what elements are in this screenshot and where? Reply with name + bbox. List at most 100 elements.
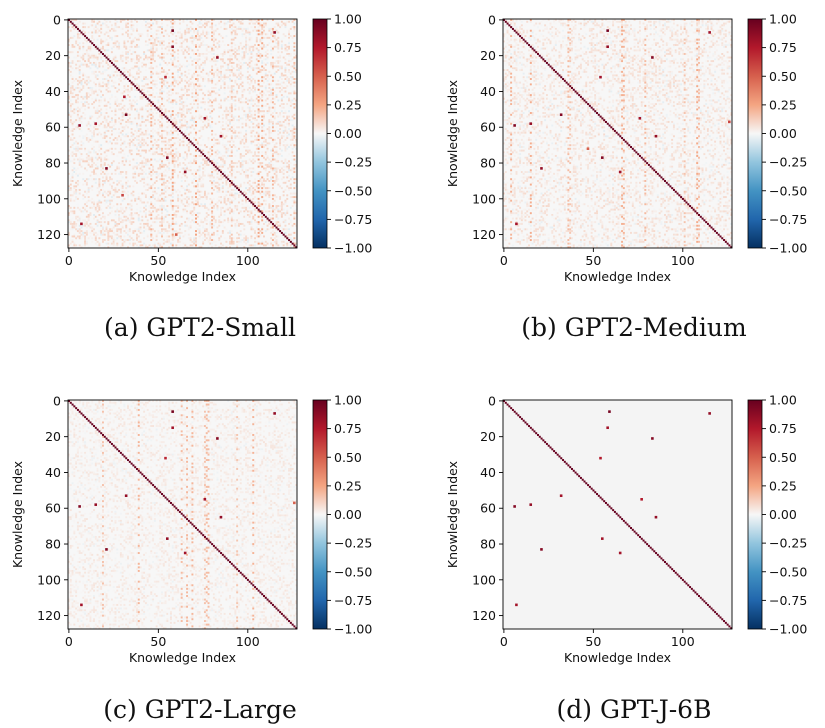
heatmap-cell — [118, 222, 121, 225]
heatmap-cell — [275, 149, 278, 152]
heatmap-cell — [211, 52, 214, 55]
heatmap-cell — [161, 115, 163, 118]
heatmap-cell — [207, 108, 210, 111]
heatmap-cell — [220, 199, 223, 202]
heatmap-cell — [270, 94, 273, 97]
heatmap-cell — [166, 27, 169, 30]
heatmap-cell — [94, 56, 97, 59]
heatmap-cell — [284, 61, 287, 64]
heatmap-cell — [279, 115, 282, 118]
heatmap-cell — [119, 144, 122, 147]
heatmap-cell — [132, 144, 135, 147]
heatmap-cell — [157, 131, 160, 134]
heatmap-cell — [139, 210, 142, 213]
heatmap-cell — [110, 196, 113, 199]
heatmap-cell — [150, 201, 153, 204]
heatmap-cell — [275, 70, 278, 73]
heatmap-cell — [280, 94, 283, 97]
heatmap-cell — [105, 85, 108, 88]
heatmap-cell — [78, 135, 81, 138]
heatmap-cell — [173, 85, 176, 88]
heatmap-cell — [218, 178, 221, 181]
heatmap-cell — [205, 72, 208, 75]
heatmap-cell — [266, 74, 269, 77]
heatmap-cell — [94, 140, 97, 143]
heatmap-cell — [75, 78, 78, 80]
heatmap-cell — [110, 120, 113, 123]
heatmap-cell — [275, 158, 278, 161]
heatmap-cell — [248, 158, 251, 161]
heatmap-cell — [182, 171, 185, 174]
heatmap-cell — [101, 188, 104, 191]
heatmap-cell — [107, 194, 110, 197]
heatmap-cell — [186, 108, 189, 111]
heatmap-cell — [248, 108, 251, 111]
heatmap-cell — [243, 61, 246, 64]
heatmap-cell — [286, 70, 289, 73]
heatmap-cell — [118, 172, 121, 175]
heatmap-cell — [78, 42, 81, 45]
heatmap-cell — [87, 151, 90, 154]
heatmap-cell — [180, 112, 183, 114]
heatmap-cell — [144, 196, 147, 199]
heatmap-cell — [282, 171, 285, 174]
heatmap-cell — [266, 36, 269, 39]
heatmap-cell — [150, 27, 153, 30]
heatmap-cell — [255, 94, 258, 97]
heatmap-cell — [284, 58, 287, 61]
heatmap-cell — [161, 58, 163, 61]
heatmap-cell — [93, 56, 95, 59]
heatmap-cell — [96, 31, 99, 34]
heatmap-cell — [232, 88, 235, 91]
heatmap-cell — [232, 194, 235, 197]
heatmap-cell — [280, 122, 283, 125]
heatmap-cell — [118, 131, 121, 134]
heatmap-cell — [118, 219, 121, 222]
heatmap-cell — [250, 113, 253, 116]
heatmap-cell — [94, 54, 97, 57]
heatmap-cell — [85, 221, 88, 224]
heatmap-cell — [250, 88, 253, 91]
heatmap-cell — [157, 196, 160, 199]
heatmap-cell — [166, 63, 169, 66]
heatmap-cell — [243, 154, 246, 157]
heatmap-cell — [245, 40, 248, 43]
heatmap-cell — [207, 58, 210, 61]
heatmap-cell — [80, 81, 83, 84]
heatmap-cell — [282, 74, 285, 77]
heatmap-cell — [80, 115, 83, 118]
heatmap-cell — [101, 40, 104, 43]
heatmap-cell — [189, 165, 192, 168]
heatmap-cell — [245, 45, 248, 48]
heatmap-cell — [98, 180, 101, 182]
heatmap-cell — [152, 88, 155, 91]
heatmap-cell — [187, 146, 190, 148]
heatmap-cell — [193, 51, 196, 54]
heatmap-cell — [159, 167, 162, 170]
heatmap-cell — [225, 108, 228, 111]
heatmap-cell — [259, 97, 262, 100]
heatmap-cell — [85, 76, 88, 79]
heatmap-cell — [153, 187, 156, 190]
heatmap-cell — [130, 26, 133, 29]
heatmap-cell — [141, 88, 144, 91]
heatmap-cell — [71, 113, 74, 116]
heatmap-cell — [275, 169, 278, 172]
heatmap-cell — [146, 78, 149, 80]
heatmap-cell — [143, 215, 146, 218]
heatmap-cell — [241, 117, 244, 120]
heatmap-cell — [89, 79, 92, 82]
heatmap-cell — [221, 221, 224, 224]
heatmap-cell — [69, 221, 72, 224]
heatmap-cell — [119, 20, 122, 23]
heatmap-cell — [96, 219, 99, 222]
heatmap-cell — [168, 222, 171, 225]
heatmap-cell — [275, 83, 278, 86]
heatmap-cell — [139, 124, 142, 127]
heatmap-cell — [169, 129, 172, 132]
heatmap-cell — [291, 135, 294, 138]
heatmap-cell — [212, 165, 215, 168]
heatmap-cell — [153, 181, 156, 184]
heatmap-cell — [212, 72, 215, 75]
heatmap-cell — [144, 215, 147, 218]
